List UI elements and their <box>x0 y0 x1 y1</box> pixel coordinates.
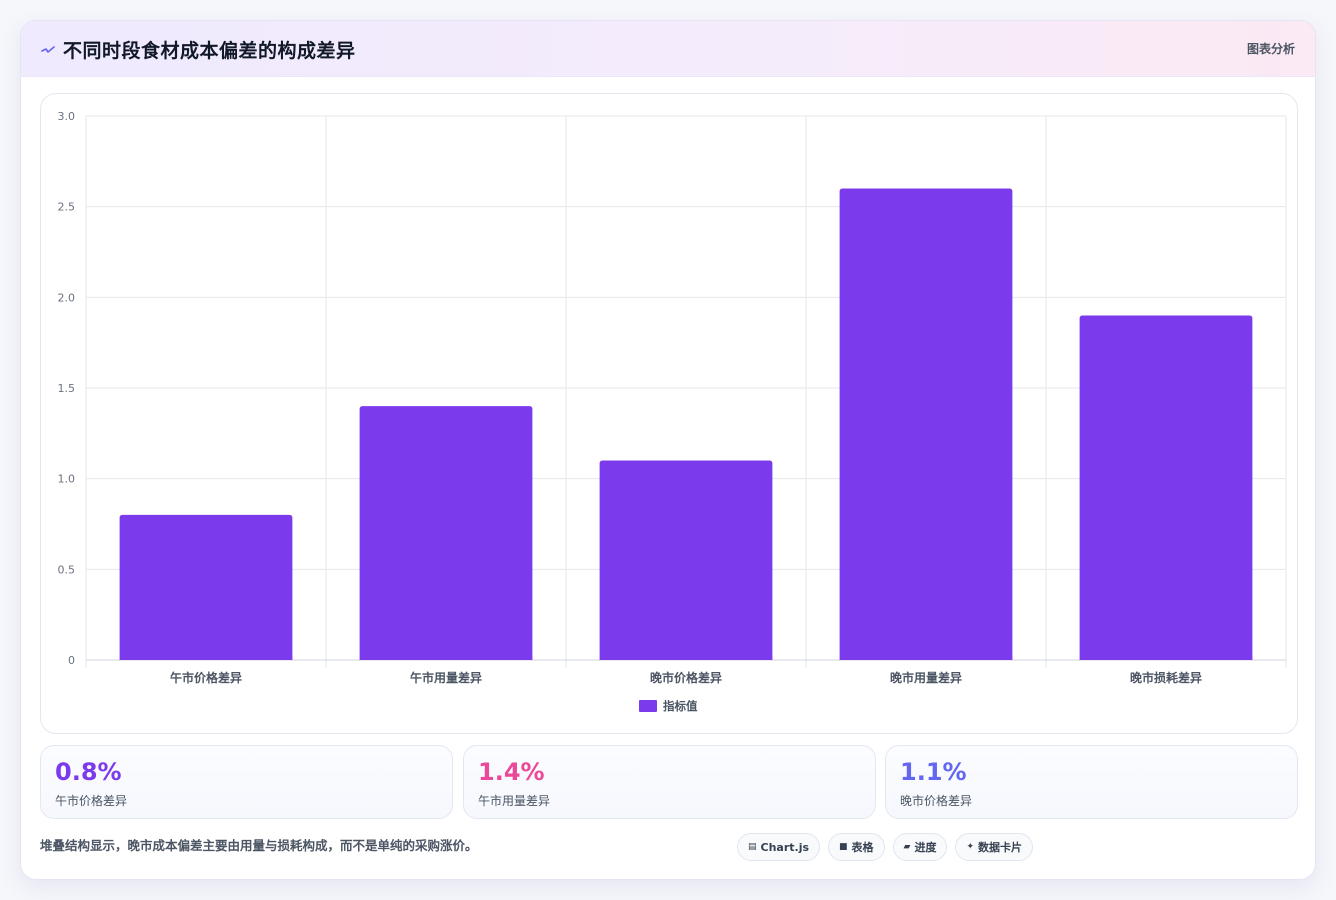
stat-card: 0.8% 午市价格差异 <box>40 745 453 819</box>
x-tick-label: 晚市价格差异 <box>650 670 722 685</box>
bar <box>839 188 1013 660</box>
x-tick-label: 晚市用量差异 <box>890 670 962 685</box>
bar <box>1079 315 1253 660</box>
page-title: 不同时段食材成本偏差的构成差异 <box>63 40 356 62</box>
stat-card: 1.1% 晚市价格差异 <box>885 745 1298 819</box>
x-tick-label: 午市价格差异 <box>170 670 242 685</box>
stat-label: 晚市价格差异 <box>900 794 973 808</box>
table-icon: ■ <box>839 842 848 852</box>
y-tick-label: 1.5 <box>58 382 76 395</box>
chart-panel: 不同时段食材成本偏差的构成差异 图表分析 0 0.5 1.0 1.5 2.0 2.5 3.0… <box>20 20 1316 880</box>
chip-label: 数据卡片 <box>978 841 1023 854</box>
stat-value: 1.4% <box>478 758 545 786</box>
bar <box>599 460 773 660</box>
y-tick-label: 1.0 <box>58 473 76 486</box>
chart-card: 0 0.5 1.0 1.5 2.0 2.5 3.0 午市价格差异 午市用量差异 晚市价格差异 晚市用… <box>40 93 1298 734</box>
chip-chart[interactable]: ▤ Chart.js <box>737 833 821 861</box>
stat-card: 1.4% 午市用量差异 <box>463 745 876 819</box>
chip-label: 进度 <box>914 841 937 854</box>
stat-label: 午市用量差异 <box>478 794 551 808</box>
chip-progress[interactable]: ▰ 进度 <box>892 833 948 861</box>
stat-value: 0.8% <box>55 758 122 786</box>
legend-swatch <box>639 700 657 712</box>
legend-label: 指标值 <box>663 699 698 713</box>
progress-icon: ▰ <box>903 842 911 852</box>
y-tick-label: 2.5 <box>58 201 76 214</box>
stat-value: 1.1% <box>900 758 967 786</box>
pulse-icon <box>41 46 55 53</box>
chart-icon: ▤ <box>748 842 757 852</box>
chip-table[interactable]: ■ 表格 <box>828 833 885 861</box>
stat-label: 午市价格差异 <box>55 794 128 808</box>
chart-analysis-link[interactable]: 图表分析 <box>1246 42 1295 56</box>
bar-chart: 0 0.5 1.0 1.5 2.0 2.5 3.0 午市价格差异 午市用量差异 晚市价格差异 晚市用… <box>58 110 1287 713</box>
bar <box>119 514 293 660</box>
x-tick-label: 午市用量差异 <box>410 670 482 685</box>
panel-header: 不同时段食材成本偏差的构成差异 图表分析 <box>21 21 1315 77</box>
chip-label: 表格 <box>851 841 874 854</box>
y-tick-label: 2.0 <box>58 291 76 304</box>
y-tick-label: 0 <box>68 654 75 667</box>
y-tick-label: 3.0 <box>58 110 76 123</box>
bar <box>359 406 533 660</box>
chip-bar: ▤ Chart.js ■ 表格 ▰ 进度 ✦ 数据卡片 <box>737 833 1034 861</box>
insight-note: 堆叠结构显示，晚市成本偏差主要由用量与损耗构成，而不是单纯的采购涨价。 <box>40 838 478 853</box>
chip-sparkle[interactable]: ✦ 数据卡片 <box>955 833 1034 861</box>
x-tick-label: 晚市损耗差异 <box>1130 670 1202 685</box>
sparkle-icon: ✦ <box>966 842 975 852</box>
y-tick-label: 0.5 <box>58 563 76 576</box>
chip-label: Chart.js <box>760 840 810 854</box>
